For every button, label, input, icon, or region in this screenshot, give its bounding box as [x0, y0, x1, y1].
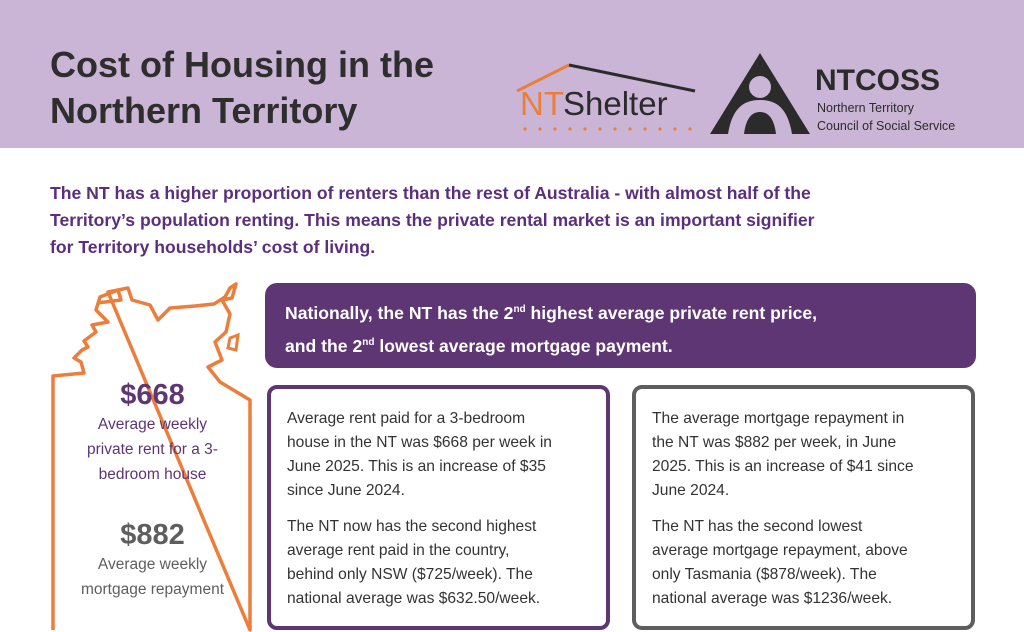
card-line: The NT now has the second highest	[287, 518, 537, 535]
logo-subtext: Council of Social Service	[817, 119, 955, 133]
logo-text-nt: NT	[520, 85, 564, 122]
card-line: house in the NT was $668 per week in	[287, 434, 552, 451]
ntshelter-logo: NT Shelter	[516, 63, 696, 131]
card-line: The average mortgage repayment in	[652, 410, 905, 427]
card-line: national average was $632.50/week.	[287, 590, 541, 607]
card-line: June 2024.	[652, 482, 730, 499]
logo-subtext: Northern Territory	[817, 101, 915, 115]
card-line: average mortgage repayment, above	[652, 542, 908, 559]
card-line: only Tasmania ($878/week). The	[652, 566, 877, 583]
card-line: national average was $1236/week.	[652, 590, 893, 607]
rent-label: Average weekly	[97, 416, 208, 433]
logo-text-ntcoss: NTCOSS	[815, 64, 940, 97]
title-line: Northern Territory	[50, 90, 358, 131]
ntcoss-logo: NTCOSS Northern Territory Council of Soc…	[710, 53, 955, 134]
mortgage-card: The average mortgage repayment in the NT…	[632, 385, 975, 630]
national-banner: Nationally, the NT has the 2nd highest a…	[265, 283, 976, 368]
card-line: average rent paid in the country,	[287, 542, 510, 559]
rent-label: private rent for a 3-	[87, 441, 218, 458]
nt-map-outline	[51, 282, 252, 632]
banner-text: Nationally, the NT has the 2	[285, 303, 514, 323]
rent-stat: $668 Average weekly private rent for a 3…	[55, 378, 250, 487]
logo-text-shelter: Shelter	[563, 85, 668, 122]
header-band: Cost of Housing in the Northern Territor…	[0, 0, 1024, 148]
page-title: Cost of Housing in the Northern Territor…	[50, 42, 434, 134]
card-line: since June 2024.	[287, 482, 405, 499]
intro-line: Territory’s population renting. This mea…	[50, 210, 815, 230]
card-line: the NT was $882 per week, in June	[652, 434, 897, 451]
mortgage-label: Average weekly	[97, 556, 208, 573]
card-line: Average rent paid for a 3-bedroom	[287, 410, 526, 427]
rent-card: Average rent paid for a 3-bedroom house …	[267, 385, 610, 630]
mortgage-stat: $882 Average weekly mortgage repayment	[55, 518, 250, 602]
intro-text: The NT has a higher proportion of renter…	[50, 180, 990, 261]
superscript: nd	[513, 304, 526, 315]
superscript: nd	[362, 337, 375, 348]
mortgage-label: mortgage repayment	[80, 581, 225, 598]
card-line: The NT has the second lowest	[652, 518, 863, 535]
mortgage-value: $882	[120, 519, 185, 551]
banner-text: lowest average mortgage payment.	[374, 336, 673, 356]
intro-line: The NT has a higher proportion of renter…	[50, 183, 811, 203]
banner-text: and the 2	[285, 336, 363, 356]
title-line: Cost of Housing in the	[50, 44, 434, 85]
card-line: behind only NSW ($725/week). The	[287, 566, 533, 583]
card-line: 2025. This is an increase of $41 since	[652, 458, 914, 475]
banner-text: highest average private rent price,	[525, 303, 818, 323]
card-line: June 2025. This is an increase of $35	[287, 458, 546, 475]
intro-line: for Territory households’ cost of living…	[50, 237, 376, 257]
rent-value: $668	[120, 379, 185, 411]
rent-label: bedroom house	[98, 466, 207, 483]
